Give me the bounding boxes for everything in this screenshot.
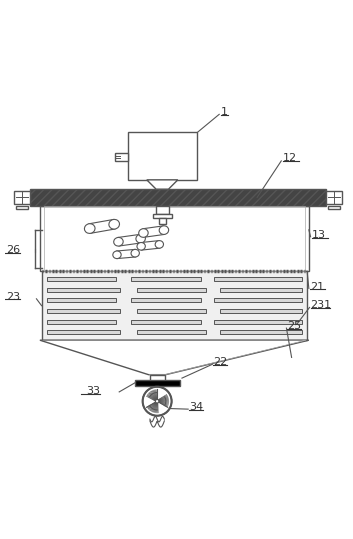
Bar [128, 132, 197, 180]
Bar [137, 330, 206, 334]
Text: 33: 33 [86, 386, 100, 396]
Bar [47, 277, 116, 281]
Bar [137, 288, 206, 292]
Bar [214, 277, 302, 281]
Bar [328, 206, 340, 209]
Circle shape [143, 387, 172, 416]
Bar [152, 386, 162, 392]
Text: 34: 34 [189, 403, 203, 412]
Text: 23: 23 [6, 292, 20, 302]
Bar [47, 299, 116, 302]
Bar [156, 206, 168, 215]
Text: 25: 25 [287, 321, 301, 331]
Ellipse shape [84, 224, 95, 233]
Bar [220, 330, 302, 334]
Bar [47, 288, 120, 292]
Bar [14, 191, 30, 204]
Bar [214, 299, 302, 302]
Text: 13: 13 [312, 230, 325, 240]
Text: 12: 12 [283, 154, 297, 163]
Ellipse shape [114, 238, 123, 246]
Bar [137, 309, 206, 313]
Bar [115, 153, 128, 161]
Ellipse shape [113, 251, 121, 259]
Text: 22: 22 [213, 357, 228, 367]
Bar [153, 215, 172, 218]
Bar [131, 277, 201, 281]
Bar [158, 218, 166, 224]
Text: 21: 21 [310, 282, 324, 292]
Bar [220, 309, 302, 313]
Polygon shape [147, 180, 178, 189]
Bar [30, 189, 326, 206]
Bar [47, 309, 120, 313]
Bar [150, 375, 165, 382]
Bar [47, 320, 116, 323]
Text: 231: 231 [311, 300, 332, 310]
Polygon shape [40, 340, 309, 375]
Bar [131, 299, 201, 302]
Ellipse shape [159, 226, 169, 234]
Ellipse shape [131, 250, 139, 257]
Bar [326, 191, 342, 204]
Ellipse shape [139, 229, 148, 237]
Bar [135, 380, 180, 386]
Text: 1: 1 [221, 107, 228, 118]
Bar [16, 206, 28, 209]
Ellipse shape [155, 240, 163, 248]
Ellipse shape [136, 234, 145, 243]
Circle shape [155, 399, 159, 403]
Ellipse shape [137, 243, 145, 250]
Bar [47, 330, 120, 334]
Text: 26: 26 [6, 245, 20, 255]
Bar [40, 206, 309, 271]
Bar [42, 271, 307, 340]
Bar [44, 206, 305, 271]
Bar [214, 320, 302, 323]
Bar [220, 288, 302, 292]
Bar [131, 320, 201, 323]
Ellipse shape [109, 219, 119, 229]
